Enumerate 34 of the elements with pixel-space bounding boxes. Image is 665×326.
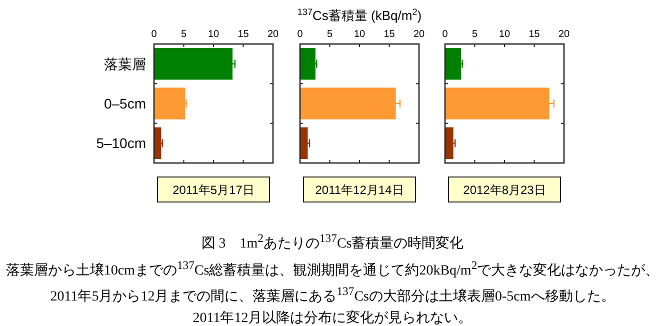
bar [300,48,316,80]
x-axis-title: $^{137}$Cs蓄積量 (kBq/m$^{2}$) [297,7,422,23]
x-tick-label: 5 [326,29,333,40]
text: 2011年12月以降は分布に変化が見られない。 [192,309,474,326]
x-tick-label: 20 [267,29,279,40]
bar [154,88,185,120]
text: 2012年8月23日 [463,183,546,197]
x-tick-label: 10 [498,29,510,40]
x-tick-label: 0 [297,29,304,40]
bar [300,88,396,120]
text: 落葉層から土壌10cmまでの$^{137}$Cs総蓄積量は、観測期間を通じて約20kBq/m$^{2}$で大きな変化はなかったが、2011年5月から12月までの間に、落葉層にある$^{137}$Csの大部分は土壌表層0-5cmへ移動した。 [6,258,660,305]
y-tick-label: 落葉層 [104,56,146,72]
x-tick-label: 15 [528,29,540,40]
bar [154,48,233,80]
x-tick-label: 10 [354,29,366,40]
x-tick-label: 0 [151,29,158,40]
x-tick-label: 10 [208,29,220,40]
bar [445,127,454,160]
text: 2011年12月14日 [315,183,404,197]
text: 2011年5月17日 [172,183,254,197]
bar [445,88,550,120]
y-tick-label: 5–10cm [96,135,146,152]
bar [445,48,462,80]
x-tick-label: 0 [442,29,448,40]
x-tick-label: 20 [558,29,570,40]
x-tick-label: 20 [413,29,425,40]
bar [300,127,308,160]
y-tick-label: 0–5cm [104,96,146,112]
x-tick-label: 15 [238,29,250,40]
text: 図 3 1m$^{2}$あたりの$^{137}$Cs蓄積量の時間変化 [200,231,465,254]
bar [154,127,162,160]
x-tick-label: 5 [180,29,187,40]
x-tick-label: 15 [384,29,396,40]
x-tick-label: 5 [472,29,478,40]
